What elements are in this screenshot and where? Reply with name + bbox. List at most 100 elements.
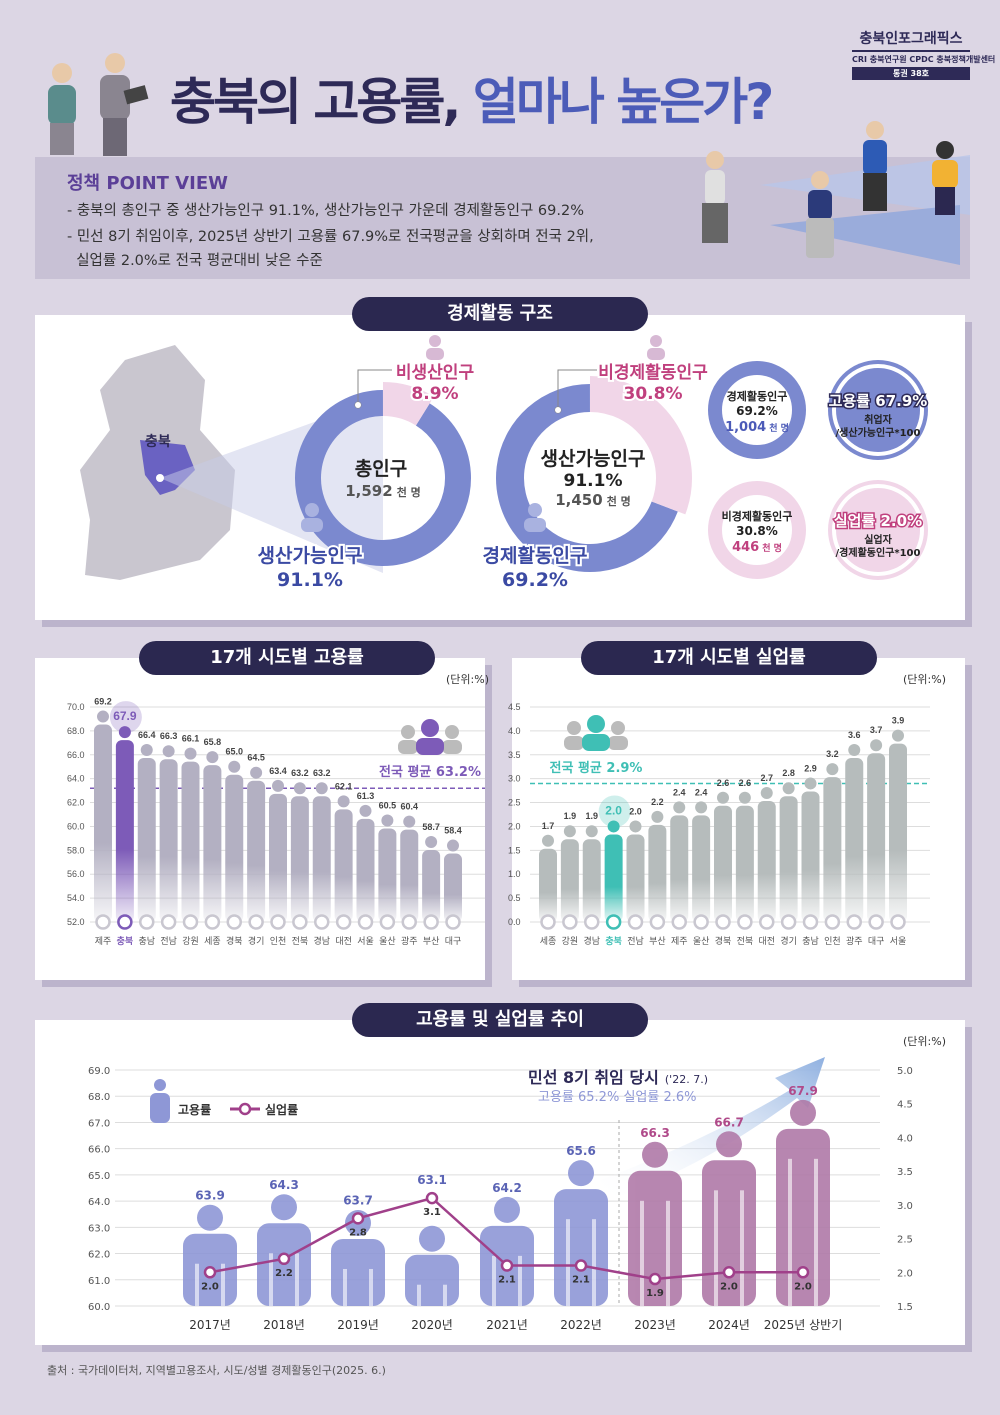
unemployment-point: [722, 1266, 736, 1279]
y-right-tick-label: 5.0: [897, 1066, 913, 1077]
y-tick-label: 58.0: [67, 845, 85, 855]
x-tick-label: 부산: [649, 936, 666, 947]
title-part1: 충북의 고용률,: [170, 73, 461, 131]
bar: [422, 849, 441, 922]
bar-base: [605, 914, 622, 930]
bar-head: [870, 739, 883, 752]
bar: [539, 848, 557, 922]
legend-unemployment-marker: [238, 1102, 252, 1116]
bar-head: [272, 779, 284, 792]
data-label: 69.2: [94, 697, 112, 707]
donut1-center: 총인구 1,592 천 명: [345, 458, 421, 500]
bar: [181, 761, 200, 922]
x-tick-label: 2021년: [486, 1318, 528, 1332]
x-tick-label: 광주: [401, 935, 418, 947]
circle-noneconomic-active: 비경제활동인구 30.8% 446 천 명: [708, 481, 806, 579]
bar-head: [673, 801, 686, 814]
person-head: [419, 1225, 445, 1252]
formula-numerator: 실업자: [864, 533, 892, 546]
unemployment-rate-label: 실업률 2.0%: [834, 512, 922, 530]
bar-head: [162, 745, 175, 758]
person-head: [271, 1194, 297, 1221]
bar-head: [848, 744, 861, 756]
y-left-tick-label: 65.0: [88, 1171, 110, 1182]
bar: [648, 824, 667, 922]
formula-denominator: /경제활동인구*100: [836, 546, 921, 559]
data-label: 60.5: [379, 800, 397, 810]
data-label: 60.4: [400, 802, 418, 812]
y-right-tick-label: 3.0: [897, 1201, 913, 1212]
y-left-tick-label: 63.0: [88, 1223, 110, 1234]
x-tick-label: 인천: [270, 936, 287, 947]
person-body: [405, 1254, 459, 1306]
bar: [757, 801, 776, 922]
bar-base: [824, 914, 841, 930]
x-tick-label: 2022년: [560, 1318, 602, 1332]
bar-base: [693, 914, 709, 930]
bar-head: [782, 782, 795, 795]
bar: [378, 828, 397, 922]
bar: [203, 765, 222, 922]
structure-diagram: 충북 총인구 1,592 천 명 생산가능인구 91.1% 1,450 천 명 …: [80, 335, 929, 593]
bar-base: [540, 914, 556, 930]
unemployment-value-label: 2.1: [498, 1275, 516, 1286]
bar: [714, 805, 732, 922]
issue-number: 통권 38호: [852, 67, 970, 80]
y-tick-label: 54.0: [67, 893, 85, 903]
x-tick-label: 서울: [890, 936, 907, 947]
y-tick-label: 56.0: [67, 869, 85, 879]
donut2-center: 생산가능인구 91.1% 1,450 천 명: [541, 448, 646, 509]
bar-head: [826, 763, 839, 776]
donut2-center-unit: 천 명: [607, 494, 631, 508]
y-right-tick-label: 4.0: [897, 1133, 913, 1144]
bar-head: [717, 791, 729, 804]
person-head: [568, 1160, 594, 1187]
y-left-tick-label: 61.0: [88, 1276, 110, 1287]
employment-value-label: 64.2: [492, 1181, 522, 1195]
x-tick-label: 광주: [846, 935, 863, 947]
bar-base: [759, 914, 775, 930]
bar-base: [562, 914, 578, 930]
bar-base: [357, 914, 374, 930]
data-label: 1.9: [564, 811, 577, 821]
x-tick-label: 2019년: [337, 1318, 379, 1332]
donut2-center-title: 생산가능인구: [541, 448, 646, 470]
data-label: 58.4: [444, 826, 462, 836]
x-tick-label: 대전: [758, 936, 775, 947]
x-tick-label: 경기: [780, 935, 797, 947]
unemployment-value-label: 2.1: [572, 1275, 590, 1286]
bar: [692, 815, 711, 922]
bar: [735, 805, 754, 922]
bar: [269, 793, 287, 922]
bar-base: [868, 914, 884, 930]
x-tick-label: 대전: [335, 936, 352, 947]
bar-base: [292, 914, 308, 930]
bar: [801, 791, 820, 922]
bar-base: [160, 914, 177, 930]
bar: [889, 743, 907, 922]
page-title: 충북의 고용률, 얼마나 높은가?: [170, 62, 774, 134]
data-label: 2.0: [629, 806, 642, 816]
person-head: [790, 1099, 816, 1126]
x-tick-label: 2023년: [634, 1318, 676, 1332]
unemployment-point: [277, 1252, 291, 1266]
bar-base: [846, 914, 862, 930]
data-label: 3.2: [826, 749, 839, 759]
data-label: 2.4: [695, 787, 708, 797]
average-people-icon: [587, 715, 605, 733]
employment-value-label: 63.9: [195, 1189, 225, 1203]
bar-base: [737, 914, 753, 930]
x-tick-label: 전북: [292, 936, 309, 947]
bar-base: [379, 914, 396, 930]
bar-head: [695, 801, 708, 814]
x-tick-label: 경북: [715, 935, 732, 947]
circle-label: 경제활동인구: [727, 389, 788, 403]
data-label: 2.6: [739, 778, 752, 788]
bar-base: [226, 914, 242, 930]
employment-value-label: 63.1: [417, 1173, 447, 1187]
bar: [225, 774, 244, 922]
bar-base: [445, 914, 461, 930]
x-tick-label: 제주: [671, 936, 688, 947]
unemployment-point: [574, 1259, 588, 1272]
data-label: 65.0: [225, 747, 243, 757]
